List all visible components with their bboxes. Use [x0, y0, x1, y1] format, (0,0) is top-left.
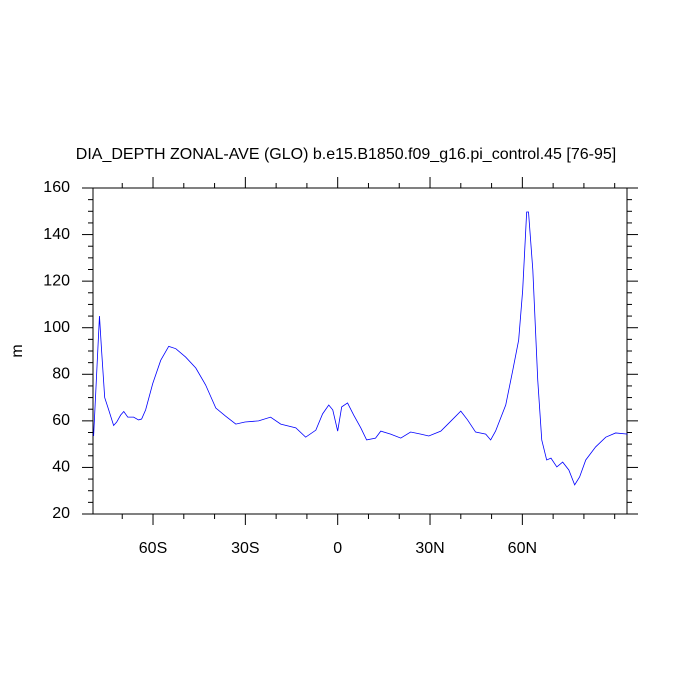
y-tick-label: 160	[43, 179, 70, 196]
y-tick-label: 60	[52, 412, 70, 429]
x-tick-label: 60N	[508, 540, 537, 557]
x-tick-label: 30N	[415, 540, 444, 557]
y-tick-label: 120	[43, 272, 70, 289]
x-tick-label: 30S	[231, 540, 259, 557]
y-tick-label: 100	[43, 319, 70, 336]
y-tick-label: 80	[52, 366, 70, 383]
chart-title: DIA_DEPTH ZONAL-AVE (GLO) b.e15.B1850.f0…	[76, 146, 616, 163]
y-tick-label: 20	[52, 505, 70, 522]
data-line	[93, 211, 628, 486]
x-tick-label: 0	[333, 540, 342, 557]
y-axis-label: m	[9, 344, 26, 357]
y-tick-label: 140	[43, 226, 70, 243]
x-tick-label: 60S	[139, 540, 167, 557]
y-tick-label: 40	[52, 459, 70, 476]
